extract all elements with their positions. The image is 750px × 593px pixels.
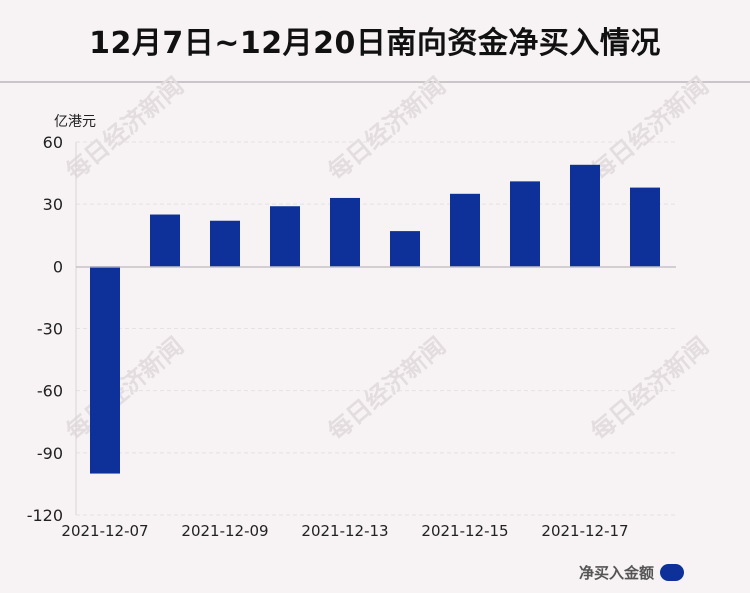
watermark-text: 每日经济新闻 (61, 332, 189, 446)
chart-title: 12月7日~12月20日南向资金净买入情况 (89, 26, 661, 61)
bar (510, 181, 540, 267)
x-tick-label: 2021-12-15 (421, 522, 508, 540)
x-tick-labels: 2021-12-07 2021-12-09 2021-12-13 2021-12-15… (61, 522, 628, 540)
gridlines (76, 141, 676, 516)
bar (330, 197, 360, 267)
y-tick-label: -30 (37, 320, 63, 339)
watermark-text: 每日经济新闻 (586, 72, 714, 186)
y-tick-label: 0 (53, 257, 63, 276)
x-tick-label: 2021-12-09 (181, 522, 268, 540)
bar (390, 231, 420, 267)
bar (570, 164, 600, 267)
y-axis-unit-label: 亿港元 (54, 114, 96, 130)
y-tick-labels: 60 30 0 -30 -60 -90 -120 (27, 133, 63, 525)
bar (630, 187, 660, 267)
x-tick-label: 2021-12-17 (541, 522, 628, 540)
bar (90, 266, 120, 474)
watermark-text: 每日经济新闻 (586, 332, 714, 446)
legend: 净买入金额 (579, 562, 684, 583)
bar (450, 193, 480, 267)
bar (270, 206, 300, 267)
bar (210, 220, 240, 267)
y-tick-label: -120 (27, 506, 63, 525)
y-tick-label: 30 (43, 195, 63, 214)
y-tick-label: 60 (43, 133, 63, 152)
x-tick-label: 2021-12-13 (301, 522, 388, 540)
title-divider (0, 81, 750, 83)
bars (90, 164, 660, 474)
bar (150, 214, 180, 267)
legend-label: 净买入金额 (578, 564, 654, 582)
y-tick-label: -90 (37, 444, 63, 463)
legend-swatch (660, 564, 684, 581)
watermark-text: 每日经济新闻 (323, 332, 451, 446)
watermark-text: 每日经济新闻 (323, 72, 451, 186)
y-tick-label: -60 (37, 382, 63, 401)
x-tick-label: 2021-12-07 (61, 522, 148, 540)
